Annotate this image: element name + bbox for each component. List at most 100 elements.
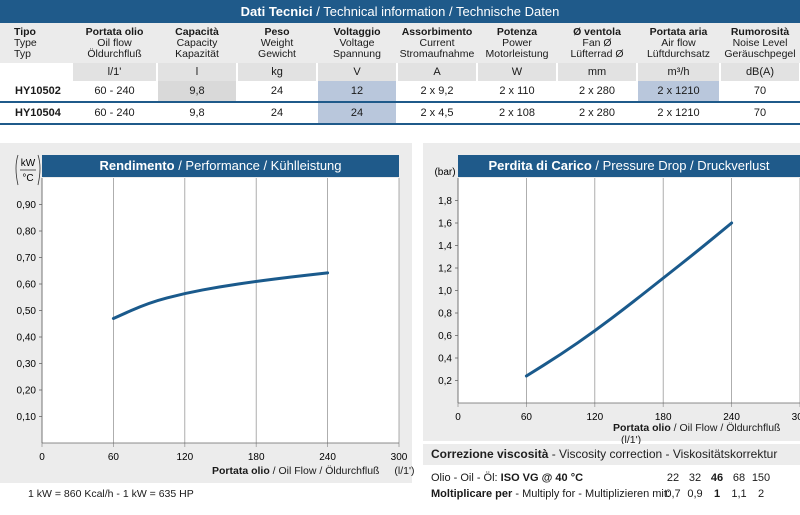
viscosity-value: 0,9 [687,488,703,500]
performance-title: Rendimento / Performance / Kühlleistung [42,155,399,177]
table-cell: 12 [318,81,396,101]
table-cell: 2 x 1210 [638,81,719,101]
unit-cell: A [398,63,476,81]
table-title: Dati Tecnici / Technical information / T… [0,0,800,23]
series-line [111,271,330,320]
pressure-x-label: Portata olio / Oil Flow / Öldurchfluß (l… [613,422,800,446]
y-unit-bottom: °C [22,173,33,184]
table-cell: 60 - 240 [94,85,135,97]
table-cell: 70 [753,85,767,97]
table-title-bold: Dati Tecnici [240,4,313,19]
column-header: Portata olio Oil flow Öldurchfluß [85,26,144,60]
plot-area [458,178,800,403]
viscosity-title: Correzione viscosità - Viscosity correct… [423,444,800,465]
y-tick-label: 0,30 [17,359,37,370]
y-tick-label: 0,90 [17,200,37,211]
y-tick-label: 0,4 [438,354,452,365]
y-tick-label: 0,20 [17,386,37,397]
series-line [524,221,734,378]
y-tick-label: 0,60 [17,280,37,291]
x-tick-label: 240 [723,412,740,423]
column-header: Potenza Power Motorleistung [485,26,549,60]
model-cell: HY10502 [15,85,61,97]
x-label-bold: Portata olio [613,422,671,434]
x-unit: (l/1') [621,434,642,446]
table-cell: 24 [318,103,396,123]
y-tick-label: 0,40 [17,333,37,344]
y-tick-label: 0,80 [17,227,37,238]
table-cell: 2 x 108 [498,107,536,119]
performance-title-bold: Rendimento [99,158,175,173]
y-tick-label: 1,0 [438,286,452,297]
table-cell: 9,8 [189,107,205,119]
viscosity-value: 32 [688,472,702,484]
performance-y-unit: kW °C [15,154,41,186]
unit-cell: m³/h [638,63,719,81]
x-tick-label: 60 [108,452,120,463]
table-title-rest: / Technical information / Technische Dat… [312,4,560,19]
x-label-rest: / Oil Flow / Öldurchfluß [670,422,781,434]
table-cell: 2 x 280 [578,85,616,97]
x-tick-label: 180 [248,452,265,463]
unit-cell: l [158,63,236,81]
table-cell: 9,8 [158,81,236,101]
table-row: HY10502 60 - 240 9,8 24 12 2 x 9,2 2 x 110 2 x … [0,81,800,101]
y-tick-label: 0,70 [17,253,37,264]
y-tick-label: 1,6 [438,219,452,230]
x-tick-label: 120 [176,452,193,463]
performance-x-label: Portata olio / Oil Flow / Öldurchfluß (l… [212,465,414,477]
y-tick-label: 0,6 [438,331,452,342]
x-tick-label: 120 [586,412,603,423]
y-unit-top: kW [21,158,36,169]
pressure-y-unit: (bar) [434,167,455,178]
unit-cell: kg [238,63,316,81]
pressure-chart: (bar) 0 60 120 180 240 300 0,2 0,4 0,6 0,8 1,0 1,2 1… [434,167,800,423]
x-tick-label: 180 [655,412,672,423]
viscosity-title-bold: Correzione viscosità [431,447,549,461]
x-tick-label: 0 [455,412,461,423]
viscosity-value: 2 [757,488,765,500]
performance-chart: kW °C 0 60 120 180 240 300 0,10 0,20 0,30 0,40 0,5… [15,154,408,463]
x-tick-label: 0 [39,452,45,463]
viscosity-value: 1,1 [731,488,747,500]
column-header: Tipo Type Typ [14,26,37,60]
table-cell: 24 [270,85,284,97]
column-header: Assorbimento Current Stromaufnahme [399,26,475,60]
pressure-title-rest: / Pressure Drop / Druckverlust [591,158,770,173]
pressure-title-bold: Perdita di Carico [488,158,592,173]
viscosity-row-multiplier: Moltiplicare per - Multiply for - Multip… [423,486,800,503]
y-tick-label: 0,8 [438,309,452,320]
table-row: HY10504 60 - 240 9,8 24 24 2 x 4,5 2 x 108 2 x … [0,103,800,123]
column-header: Portata aria Air flow Lüftdurchsatz [646,26,711,60]
model-cell: HY10504 [15,107,61,119]
x-tick-label: 240 [319,452,336,463]
viscosity-value: 0,7 [665,488,681,500]
table-cell: 2 x 9,2 [420,85,454,97]
table-cell: 2 x 110 [499,85,535,97]
x-tick-label: 300 [391,452,408,463]
y-tick-label: 0,10 [17,412,37,423]
plot-area [42,178,399,443]
viscosity-multiplier-label: Moltiplicare per - Multiply for - Multip… [431,488,670,500]
column-header: Ø ventola Fan Ø Lüfterrad Ø [570,26,624,60]
y-tick-label: 0,50 [17,306,37,317]
unit-cell: mm [558,63,636,81]
y-tick-label: 1,4 [438,241,452,252]
x-label-bold: Portata olio [212,465,270,477]
viscosity-value: 150 [751,472,771,484]
y-tick-label: 1,8 [438,196,452,207]
viscosity-value: 68 [732,472,746,484]
viscosity-oil-label: Olio - Oil - Öl: ISO VG @ 40 °C [431,472,584,484]
y-tick-label: 0,2 [438,376,452,387]
viscosity-value: 22 [666,472,680,484]
column-header: Rumorosità Noise Level Geräuschpegel [724,26,796,60]
table-header: Tipo Type Typ Portata olio Oil flow Öldurchfl… [0,23,800,63]
viscosity-value: 1 [713,488,721,500]
x-label-rest: / Oil Flow / Öldurchfluß [269,465,380,477]
x-unit: (l/1') [394,465,415,477]
unit-cell: l/1' [73,63,156,81]
unit-cell: dB(A) [721,63,799,81]
table-cell: 60 - 240 [94,107,135,119]
pressure-title: Perdita di Carico / Pressure Drop / Druc… [458,155,800,177]
table-cell: 24 [270,107,284,119]
